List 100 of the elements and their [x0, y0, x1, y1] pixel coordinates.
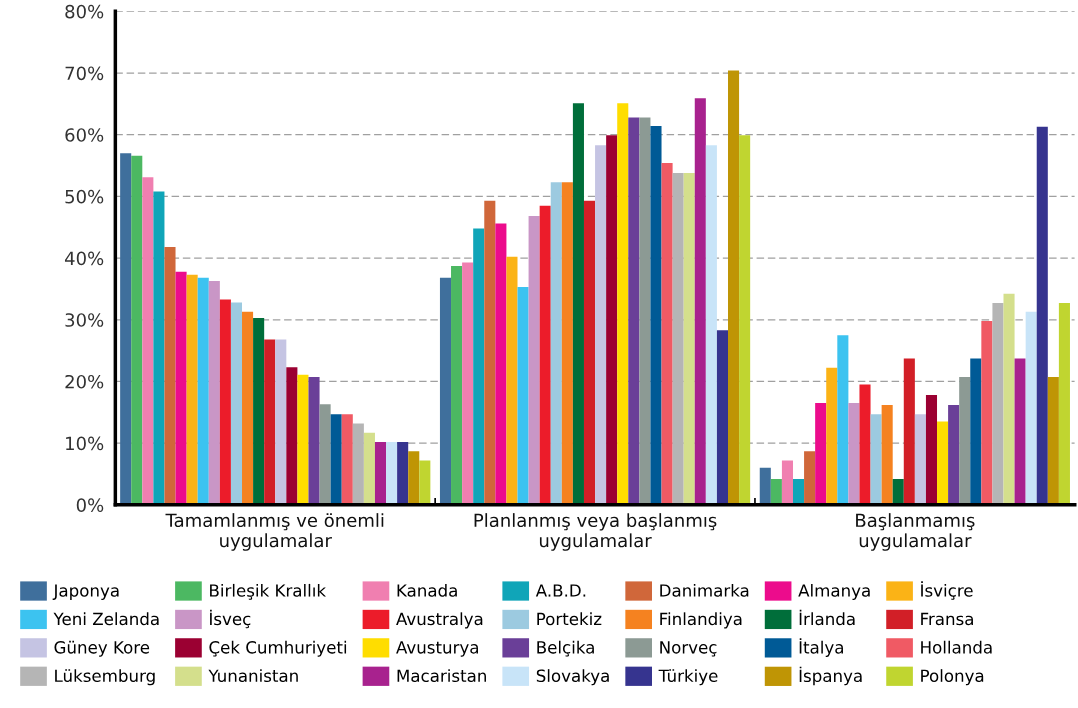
bar [451, 266, 463, 505]
bar [506, 256, 518, 505]
legend-label: Kanada [397, 583, 457, 597]
legend-label: Norveç [660, 641, 717, 657]
x-tick-label: Tamamlanmış ve önemli uygulamalar [165, 513, 384, 551]
bar [628, 117, 640, 505]
bar [892, 478, 904, 505]
bar [728, 70, 740, 505]
bar [286, 367, 298, 505]
legend-label: İsveç [210, 609, 251, 629]
legend-label: Birleşik Krallık [210, 583, 326, 600]
bar [120, 153, 132, 505]
legend-label: Portekiz [537, 612, 602, 626]
bar [528, 216, 540, 505]
legend-label: Danimarka [660, 583, 749, 597]
y-tick-label: 60% [65, 128, 104, 142]
bar [1047, 377, 1059, 505]
legend-label: İrlanda [799, 609, 855, 626]
bar [1058, 303, 1070, 505]
legend-label: Japonya [52, 584, 119, 601]
bar [153, 191, 165, 505]
y-tick-label: 10% [66, 436, 104, 451]
bar [484, 200, 496, 505]
legend-label: İtalya [799, 638, 843, 657]
legend-label: Çek Cumhuriyeti [209, 640, 347, 657]
bar [297, 374, 309, 505]
legend-label: Polonya [921, 669, 984, 686]
bar [870, 414, 882, 505]
bar [837, 335, 849, 505]
bar [386, 441, 398, 505]
y-tick-label: 80% [65, 4, 104, 19]
y-tick-label: 0% [76, 498, 104, 512]
bar [352, 423, 364, 505]
y-tick-label: 70% [65, 66, 104, 81]
y-tick-label: 50% [65, 189, 104, 204]
bar [572, 103, 584, 505]
bar [948, 404, 960, 505]
legend-label: Almanya [798, 583, 870, 601]
bar [781, 460, 793, 505]
bar [903, 358, 915, 505]
bar [242, 311, 254, 505]
bar [881, 404, 893, 505]
bar [804, 451, 816, 505]
bar [374, 441, 387, 505]
bar [1036, 126, 1048, 505]
bar [230, 302, 243, 505]
bar [792, 478, 805, 505]
bar [1003, 293, 1015, 505]
x-tick-label: Planlanmış veya başlanmış uygulamalar [474, 513, 717, 551]
legend-label: İsviçre [921, 581, 973, 600]
bar [759, 467, 771, 505]
legend-label: Lüksemburg [55, 669, 155, 686]
bar [495, 223, 507, 505]
bar [970, 358, 982, 505]
bar [770, 478, 782, 505]
bar [937, 421, 949, 505]
bar [859, 384, 871, 505]
bar [408, 451, 420, 505]
bar [739, 135, 751, 505]
bar [175, 271, 187, 505]
bar [363, 432, 375, 505]
bar [462, 262, 474, 505]
y-tick-label: 40% [64, 251, 104, 266]
bar [606, 135, 618, 505]
legend-label: Avusturya [396, 641, 478, 657]
bar [705, 145, 717, 505]
bar [683, 172, 695, 505]
y-tick-label: 30% [65, 313, 104, 327]
bar [186, 274, 198, 505]
legend-label: Türkiye [658, 669, 718, 686]
bar [981, 320, 993, 505]
legend-label: Avustralya [396, 612, 483, 629]
bar [925, 395, 938, 505]
legend-label: Macaristan [397, 669, 486, 683]
bar [716, 330, 728, 505]
bar [539, 205, 551, 505]
bar [1025, 311, 1037, 505]
bar [264, 339, 276, 505]
bar [848, 403, 860, 505]
legend-label: A.B.D. [535, 584, 586, 597]
bar [617, 103, 629, 505]
bar [914, 414, 926, 505]
bar [992, 303, 1004, 505]
bar [639, 117, 651, 505]
legend-label: Finlandiya [660, 612, 742, 629]
bar [439, 277, 452, 505]
bar [815, 403, 827, 505]
bar [131, 155, 143, 505]
legend-label: Slovakya [536, 669, 609, 686]
legend-label: Fransa [921, 612, 973, 626]
bar [959, 377, 971, 505]
bar [694, 98, 706, 505]
bar [164, 246, 176, 505]
bar [517, 287, 529, 505]
legend-label: Belçika [537, 640, 594, 657]
bar [397, 441, 409, 505]
bar [142, 177, 154, 505]
bar [419, 460, 431, 505]
legend-label: Hollanda [921, 640, 992, 654]
legend-label: Güney Kore [54, 640, 150, 657]
